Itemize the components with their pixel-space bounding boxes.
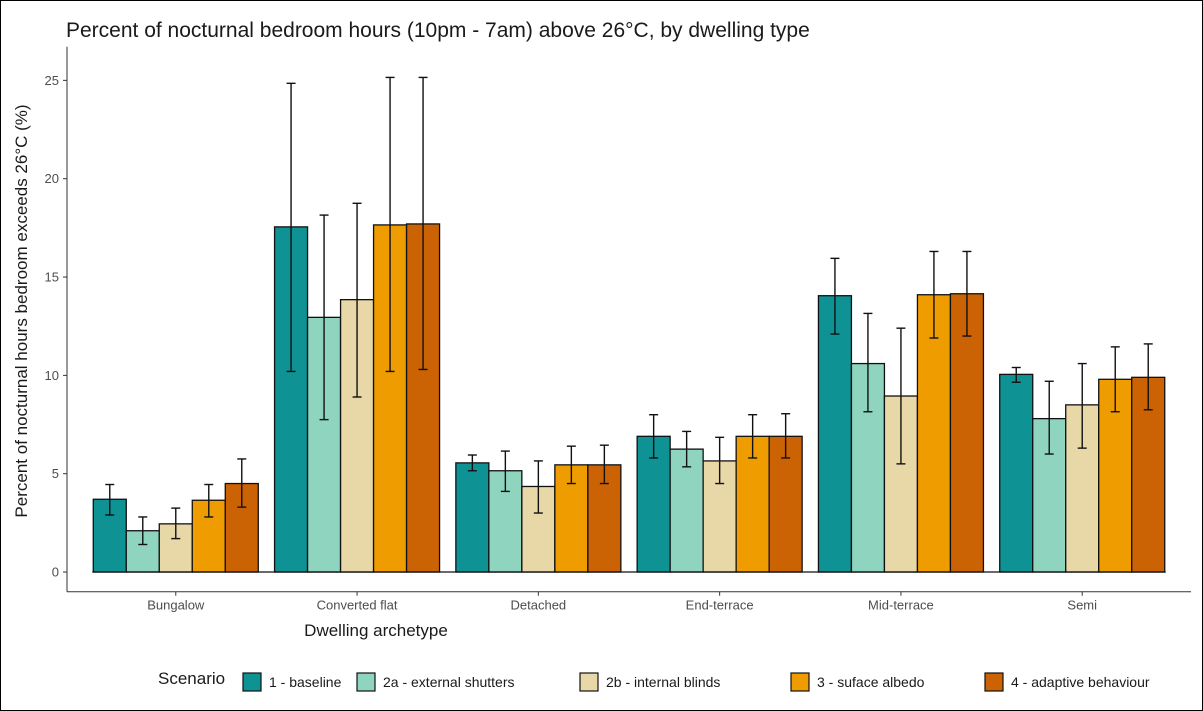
bar xyxy=(817,295,853,573)
legend-label: 2a - external shutters xyxy=(383,674,515,690)
x-tick-label: Converted flat xyxy=(317,598,398,613)
x-tick-label: Detached xyxy=(511,598,567,613)
y-tick-label: 5 xyxy=(52,466,59,481)
y-tick-label: 20 xyxy=(45,171,59,186)
legend-swatch xyxy=(984,672,1004,692)
x-tick-label: Semi xyxy=(1067,598,1097,613)
legend: Scenario 1 - baseline 2a - external shutt… xyxy=(158,669,1150,692)
x-axis-title: Dwelling archetype xyxy=(304,621,448,640)
y-tick-label: 0 xyxy=(52,565,59,580)
legend-label: 1 - baseline xyxy=(269,674,342,690)
legend-title: Scenario xyxy=(158,669,225,688)
legend-swatch xyxy=(356,672,376,692)
legend-label: 2b - internal blinds xyxy=(606,674,720,690)
x-axis: Bungalow Converted flat Detached End-terrac… xyxy=(67,591,1191,613)
y-tick-label: 15 xyxy=(45,270,59,285)
bars-group xyxy=(92,223,1166,573)
error-bars-group xyxy=(105,76,1153,546)
bar xyxy=(669,448,704,573)
legend-swatch xyxy=(579,672,599,692)
x-tick-label: End-terrace xyxy=(686,598,754,613)
bar xyxy=(455,462,490,573)
legend-label: 3 - suface albedo xyxy=(817,674,925,690)
chart-title: Percent of nocturnal bedroom hours (10pm… xyxy=(66,19,810,42)
legend-label: 4 - adaptive behaviour xyxy=(1011,674,1150,690)
legend-swatch xyxy=(242,672,262,692)
y-axis-title: Percent of nocturnal hours bedroom excee… xyxy=(12,104,31,517)
legend-swatch xyxy=(790,672,810,692)
bar xyxy=(636,435,671,573)
x-tick-label: Mid-terrace xyxy=(868,598,934,613)
x-tick-label: Bungalow xyxy=(147,598,205,613)
y-tick-label: 25 xyxy=(45,73,59,88)
bar xyxy=(999,373,1034,573)
y-tick-label: 10 xyxy=(45,368,59,383)
y-axis: 0 5 10 15 20 25 xyxy=(45,46,68,592)
